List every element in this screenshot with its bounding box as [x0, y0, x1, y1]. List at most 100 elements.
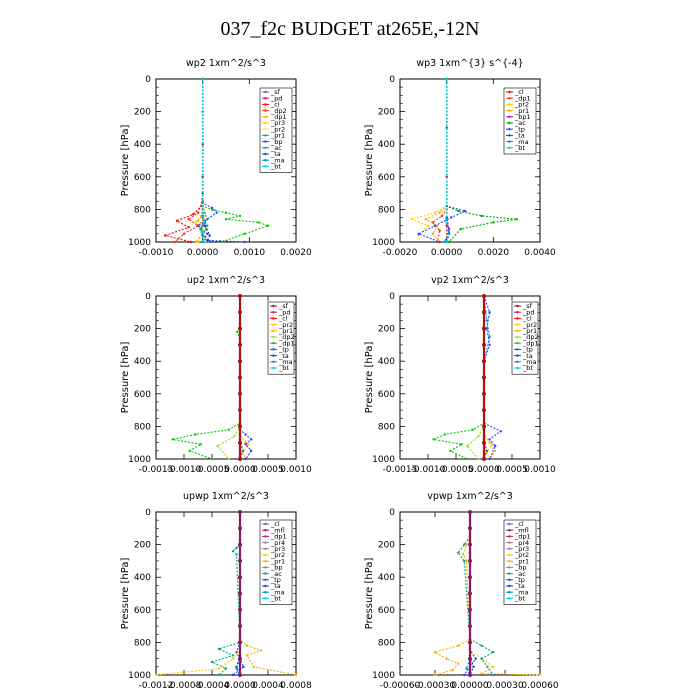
panel-1-point-ma [201, 234, 204, 237]
panel-3-point-sf [238, 310, 242, 315]
panel-4-legend-label: _bt [522, 364, 533, 372]
panel-4-series-dp1 [431, 296, 485, 460]
panel-3-point-dp2 [216, 444, 219, 448]
panel-1-ytick-label: 0 [145, 75, 151, 85]
panel-4-ytick-label: 600 [378, 390, 395, 400]
panel-6-series-pr2 [469, 512, 541, 676]
panel-5-point-ac [217, 673, 221, 677]
panel-5-legend-label: _cl [270, 520, 280, 528]
panel-5-point-mfl [238, 624, 242, 629]
panel-5-point-mfl [238, 575, 242, 580]
panel-5-point-ac [231, 549, 235, 553]
panel-2-point-tp [417, 232, 420, 235]
panel-6-point-pr1 [465, 543, 468, 546]
panel-3-legend-label: _dp2 [278, 333, 295, 341]
panel-4-ylabel: Pressure [hPa] [364, 342, 375, 414]
panel-5-xtick-label: -0.0012 [139, 681, 174, 691]
panel-1-point-pr1 [224, 211, 228, 214]
panel-5-point-mfl [238, 591, 242, 596]
panel-3-point-sf [238, 326, 242, 331]
panel-6-point-ac [492, 673, 495, 677]
panel-4-point-dp2 [477, 457, 480, 461]
panel-4-point-sf [482, 440, 486, 445]
panel-4-series-ma [483, 295, 491, 362]
panel-4-xtick-label: 0.0005 [496, 465, 528, 475]
panel-1-series-dp1 [195, 79, 209, 243]
panel-4-point-sf [482, 359, 486, 364]
panel-2-point-pr2 [410, 218, 413, 221]
panel-5-point-pr1 [259, 649, 263, 652]
panel-6-legend-marker [508, 572, 511, 575]
panel-3-point-dp1 [227, 428, 230, 431]
panel-4-point-tp [488, 311, 491, 314]
panel-3-legend-marker [272, 317, 275, 320]
panel-1-legend-marker [264, 134, 267, 137]
panel-4-ytick-label: 800 [378, 422, 395, 432]
panel-1-legend-label: _dp2 [270, 107, 287, 115]
panel-3-point-tp [250, 438, 253, 441]
panel-2-series-pr1 [424, 79, 448, 243]
panel-4-point-pr1 [494, 449, 497, 453]
panel-5-ytick-label: 600 [134, 606, 151, 616]
panel-1-point-pr1 [238, 214, 242, 218]
panel-2-xtick-label: 0.0000 [431, 248, 463, 258]
panel-1-point-ma [210, 240, 214, 244]
panel-2-point-ac [515, 218, 518, 221]
panel-6-legend-label: _dp1 [514, 533, 531, 541]
panel-5-title: upwp 1xm^2/s^3 [183, 491, 269, 502]
panel-1-point-dp1 [196, 219, 200, 222]
panel-2-legend-marker [508, 109, 511, 112]
panel-5-legend-marker [264, 535, 267, 538]
panel-6-point-pr1 [433, 673, 437, 677]
panel-6-legend-marker [508, 584, 511, 588]
panel-5-legend-label: _bt [270, 595, 281, 603]
panel-2-legend-marker [508, 97, 511, 100]
panel-4-legend-label: _pd [522, 308, 535, 316]
panel-4-point-sf [482, 310, 486, 315]
panel-5-legend-marker [264, 584, 267, 588]
panel-6-point-pr1 [461, 553, 465, 556]
panel-3-xtick-label: 0.0010 [280, 465, 312, 475]
panel-4-point-tp [488, 438, 491, 441]
panel-1-series-ta [202, 79, 245, 243]
panel-1-point-cl [164, 234, 167, 237]
panel-2-point-ac [480, 214, 483, 218]
panel-4-point-sf [482, 391, 486, 396]
panel-4-legend-label: _pr2 [522, 321, 537, 329]
panel-6-legend-label: _tp [514, 576, 525, 584]
panel-3-point-tp [250, 449, 253, 453]
panel-3-ylabel: Pressure [hPa] [120, 342, 131, 414]
panel-5-point-tp [235, 651, 238, 654]
panel-2-ytick-label: 600 [378, 173, 395, 183]
panel-2-point-tp [438, 240, 441, 244]
panel-6-series-ac [457, 512, 495, 676]
panel-4-legend-marker [516, 360, 519, 363]
panel-4-point-dp1 [432, 438, 435, 441]
panel-6-ytick-label: 1000 [372, 671, 395, 681]
panel-6-point-mfl [468, 656, 472, 661]
panel-4-legend-marker [516, 323, 519, 326]
panel-2-ytick-label: 1000 [372, 238, 395, 248]
panel-2-series-dp1 [431, 79, 448, 243]
panel-5-legend-label: _ma [270, 588, 285, 596]
panel-1-legend-marker [264, 103, 267, 106]
panel-2-legend-label: _ac [514, 119, 526, 127]
panel-1-ylabel: Pressure [hPa] [120, 125, 131, 197]
panel-1-legend-label: _pr1 [270, 132, 285, 140]
panel-3-xtick-label: -0.0015 [139, 465, 174, 475]
panel-4-point-tp [485, 327, 488, 330]
panel-3-legend-label: _ma [278, 358, 293, 366]
panel-2-point-dp1 [431, 221, 434, 224]
panel-6-legend-label: _ac [514, 570, 526, 578]
panel-6-point-mfl [468, 640, 472, 645]
panel-5-legend-marker [264, 560, 267, 563]
panel-3-point-sf [238, 391, 242, 396]
panel-3-point-sf [238, 294, 242, 298]
panel-5-point-pr2 [217, 667, 221, 670]
panel-4-legend-label: _cl [522, 315, 532, 323]
panel-5-point-tp [231, 673, 235, 677]
panel-4-legend-marker [516, 304, 519, 308]
panel-5-point-mfl [238, 607, 242, 612]
panel-1-point-bp [206, 232, 209, 235]
panel-5-legend-marker [264, 529, 267, 532]
